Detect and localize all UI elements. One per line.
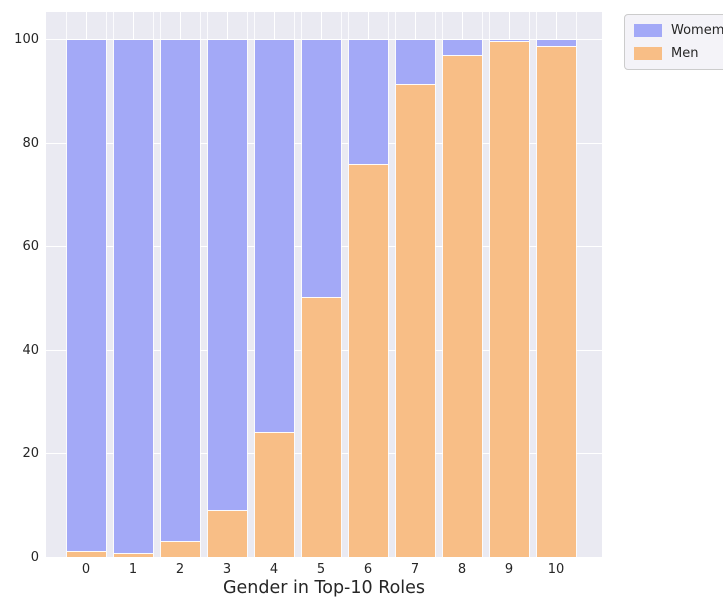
- bar-segment-edge: [536, 39, 576, 41]
- plot-area: [46, 12, 602, 558]
- legend: Womem Men: [624, 14, 723, 70]
- bar-segment-edge: [160, 39, 200, 41]
- bar-segment-womem-5: [301, 39, 341, 298]
- y-tick-label-80: 80: [22, 135, 39, 151]
- bar-segment-men-4: [254, 432, 294, 557]
- stacked-bar-6: [347, 12, 389, 557]
- x-tick-label-4: 4: [269, 562, 279, 577]
- bar-segment-womem-3: [207, 39, 247, 511]
- bar-segment-men-6: [348, 164, 388, 557]
- x-axis-label: Gender in Top-10 Roles: [222, 578, 426, 598]
- bar-segment-men-1: [113, 553, 153, 557]
- bar-segment-womem-1: [113, 39, 153, 554]
- x-tick-label-1: 1: [128, 562, 138, 577]
- stacked-bar-1: [112, 12, 154, 557]
- x-tick-label-0: 0: [81, 562, 91, 577]
- bar-segment-edge: [207, 39, 247, 41]
- bar-segment-men-8: [442, 55, 482, 557]
- bar-segment-womem-10: [536, 39, 576, 47]
- bar-segment-womem-8: [442, 39, 482, 56]
- stacked-bar-10: [535, 12, 577, 557]
- x-tick-label-2: 2: [175, 562, 185, 577]
- men-swatch-icon: [634, 47, 662, 60]
- bar-segment-edge: [254, 39, 294, 41]
- x-tick-label-5: 5: [316, 562, 326, 577]
- bar-segment-men-9: [489, 42, 529, 557]
- y-tick-label-60: 60: [22, 239, 39, 255]
- bar-segment-men-7: [395, 84, 435, 557]
- bar-segment-edge: [301, 39, 341, 41]
- x-tick-label-9: 9: [504, 562, 514, 577]
- bar-segment-womem-9: [489, 39, 529, 42]
- x-tick-label-3: 3: [222, 562, 232, 577]
- stacked-bar-5: [300, 12, 342, 557]
- bar-segment-men-10: [536, 46, 576, 557]
- bar-segment-edge: [160, 540, 200, 542]
- bar-segment-edge: [66, 550, 106, 552]
- stacked-bar-9: [488, 12, 530, 557]
- bar-segment-men-3: [207, 510, 247, 557]
- bar-segment-edge: [536, 45, 576, 47]
- stacked-bar-3: [206, 12, 248, 557]
- bar-segment-edge: [348, 39, 388, 41]
- bar-segment-men-0: [66, 551, 106, 557]
- y-tick-label-0: 0: [30, 549, 39, 565]
- bar-segment-edge: [489, 41, 529, 43]
- bar-segment-edge: [442, 55, 482, 57]
- bar-segment-men-2: [160, 541, 200, 557]
- y-tick-label-40: 40: [22, 342, 39, 358]
- legend-item-womem: Womem: [634, 23, 723, 38]
- gridline-horizontal: [46, 556, 602, 558]
- bar-segment-womem-0: [66, 39, 106, 552]
- bar-segment-edge: [207, 510, 247, 512]
- bar-segment-edge: [301, 296, 341, 298]
- x-tick-label-10: 10: [547, 562, 565, 577]
- stacked-bar-8: [441, 12, 483, 557]
- x-tick-label-7: 7: [410, 562, 420, 577]
- bar-segment-edge: [348, 163, 388, 165]
- bar-segment-edge: [395, 83, 435, 85]
- bar-segment-men-5: [301, 297, 341, 557]
- womem-swatch-icon: [634, 24, 662, 37]
- legend-label-womem: Womem: [671, 23, 723, 38]
- bar-segment-womem-2: [160, 39, 200, 542]
- legend-label-men: Men: [671, 46, 699, 61]
- bar-segment-womem-6: [348, 39, 388, 165]
- y-tick-label-100: 100: [14, 32, 39, 48]
- bar-segment-edge: [66, 39, 106, 41]
- x-tick-label-8: 8: [457, 562, 467, 577]
- legend-item-men: Men: [634, 46, 723, 61]
- bar-segment-womem-4: [254, 39, 294, 433]
- bar-segment-edge: [395, 39, 435, 41]
- bar-segment-edge: [113, 553, 153, 555]
- stacked-bar-2: [159, 12, 201, 557]
- bar-segment-edge: [442, 39, 482, 41]
- bar-segment-edge: [113, 39, 153, 41]
- bar-segment-edge: [254, 431, 294, 433]
- stacked-bar-4: [253, 12, 295, 557]
- x-tick-label-6: 6: [363, 562, 373, 577]
- stacked-bar-7: [394, 12, 436, 557]
- bar-segment-edge: [489, 39, 529, 41]
- stacked-bar-0: [65, 12, 107, 557]
- bar-segment-womem-7: [395, 39, 435, 85]
- y-tick-label-20: 20: [22, 446, 39, 462]
